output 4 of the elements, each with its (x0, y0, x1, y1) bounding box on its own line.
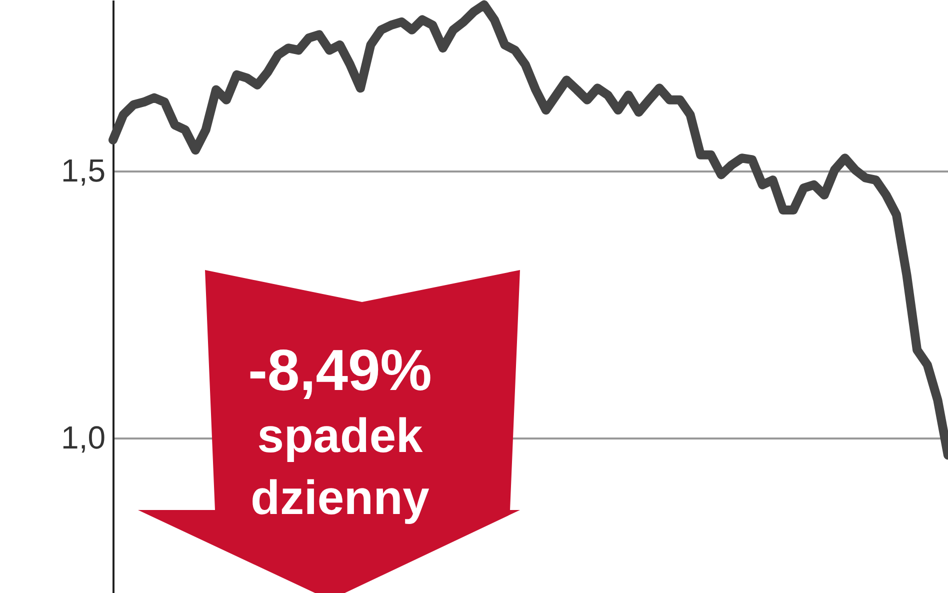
annotation: -8,49% (248, 338, 432, 403)
annotation: spadek dzienny (250, 410, 430, 525)
y-tick-label: 1,0 (61, 420, 106, 456)
y-tick-label: 1,5 (61, 152, 106, 188)
